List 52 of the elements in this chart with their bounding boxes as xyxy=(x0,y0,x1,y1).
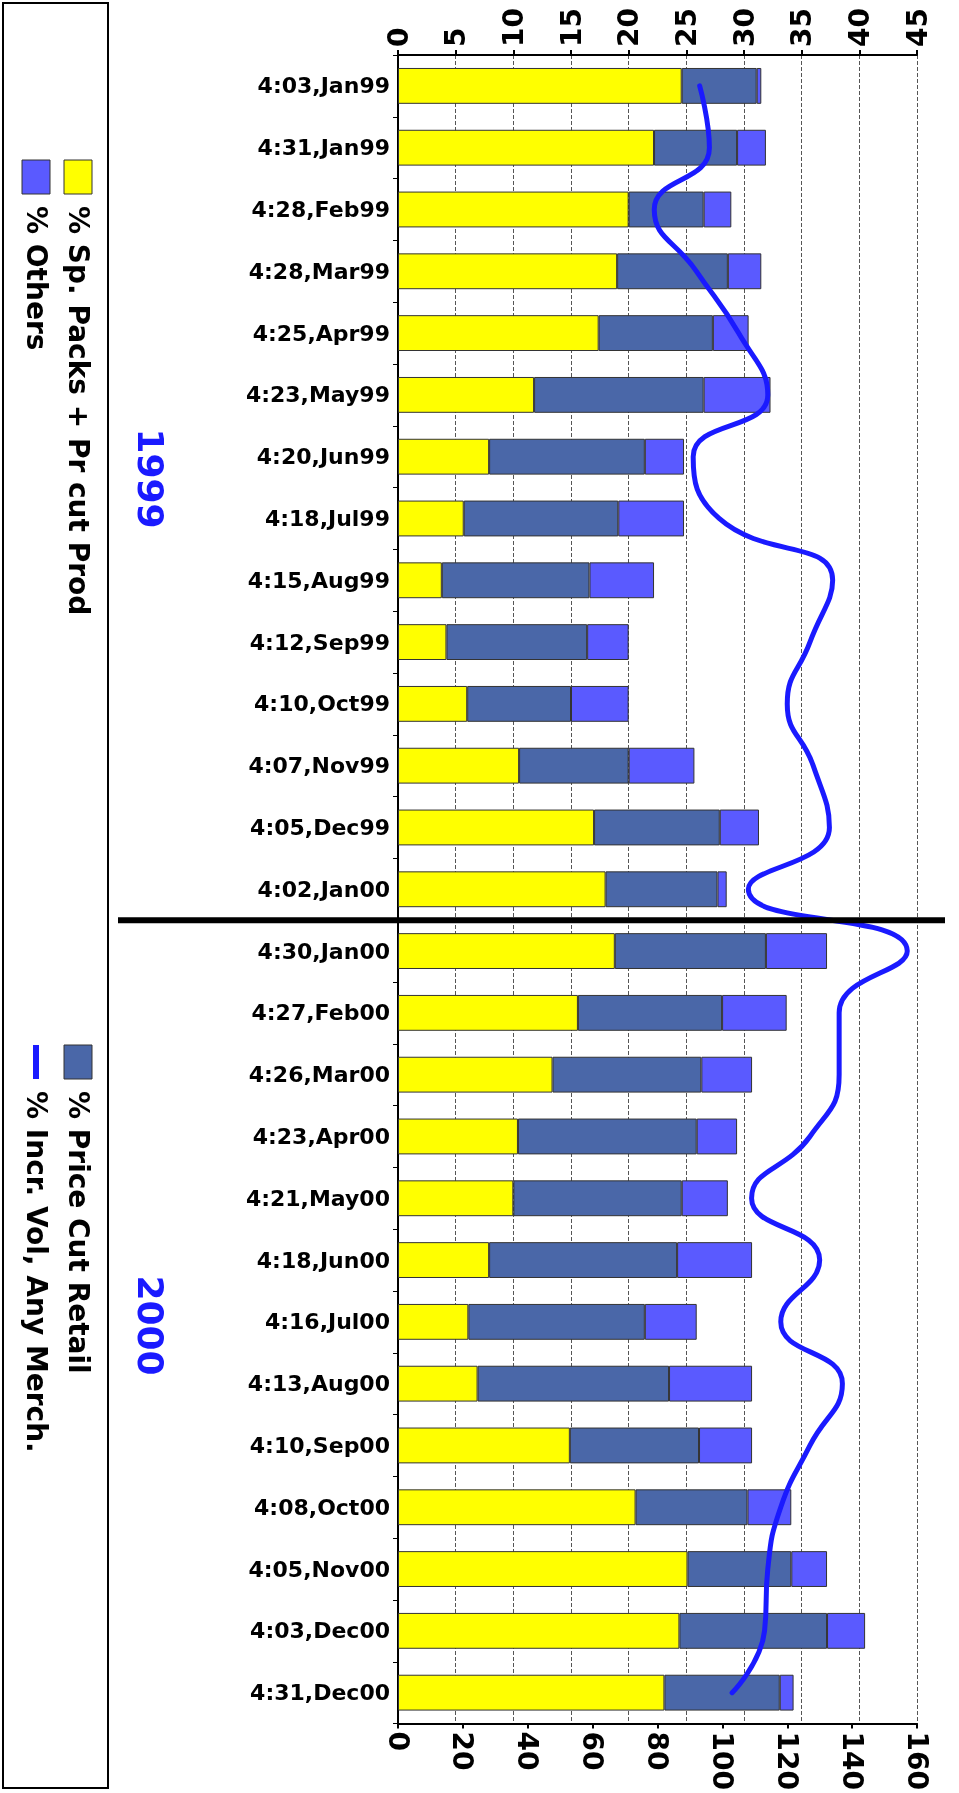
x2-tick-label: 30 xyxy=(727,8,761,47)
x-tick-label: 100 xyxy=(705,1731,739,1791)
y-tick-label: 4:10,Oct99 xyxy=(254,691,390,717)
x-tick-label: 60 xyxy=(576,1731,610,1771)
legend-label: % Others xyxy=(19,206,53,351)
y-tick-label: 4:23,Apr00 xyxy=(252,1123,390,1149)
y-tick-label: 4:03,Jan99 xyxy=(257,73,390,99)
y-tick-label: 4:08,Oct00 xyxy=(254,1494,390,1520)
y-tick-label: 4:28,Mar99 xyxy=(248,258,390,284)
x-tick-label: 20 xyxy=(446,1731,480,1771)
y-tick-label: 4:12,Sep99 xyxy=(249,629,390,655)
y-tick-label: 4:18,Jun00 xyxy=(256,1247,390,1273)
y-tick-label: 4:15,Aug99 xyxy=(247,567,390,593)
x2-tick-label: 35 xyxy=(785,8,819,47)
y-tick-label: 4:05,Nov00 xyxy=(248,1556,390,1582)
x2-tick-label: 0 xyxy=(381,27,415,47)
y-tick-label: 4:13,Aug00 xyxy=(247,1371,390,1397)
x2-tick-label: 10 xyxy=(496,8,530,47)
legend-label: % Sp. Packs + Pr cut Prod xyxy=(61,206,95,616)
legend-label: % Incr. Vol, Any Merch. xyxy=(19,1091,53,1453)
text: 2000 xyxy=(129,1275,171,1376)
x2-tick-label: 15 xyxy=(554,8,588,47)
y-tick-label: 4:30,Jan00 xyxy=(257,938,390,964)
legend-label: % Price Cut Retail xyxy=(61,1091,95,1374)
y-tick-label: 4:31,Dec00 xyxy=(250,1680,390,1706)
x-tick-label: 40 xyxy=(511,1731,545,1771)
x2-tick-label: 40 xyxy=(842,8,876,47)
y-tick-label: 4:20,Jun99 xyxy=(256,444,390,470)
y-tick-label: 4:28,Feb99 xyxy=(251,197,390,222)
x-tick-label: 0 xyxy=(381,1731,415,1752)
y-tick-label: 4:25,Apr99 xyxy=(252,320,390,346)
x2-tick-label: 5 xyxy=(439,27,473,47)
y-tick-label: 4:05,Dec99 xyxy=(250,814,390,840)
y-tick-label: 4:10,Sep00 xyxy=(249,1432,390,1458)
x2-tick-label: 25 xyxy=(669,8,703,47)
x-tick-label: 120 xyxy=(770,1731,804,1791)
y-tick-label: 4:03,Dec00 xyxy=(250,1618,390,1644)
y-tick-label: 4:27,Feb00 xyxy=(251,1000,390,1026)
x-tick-label: 160 xyxy=(900,1731,934,1791)
y-tick-label: 4:02,Jan00 xyxy=(257,876,390,902)
text: 1999 xyxy=(129,428,171,529)
y-tick-label: 4:23,May99 xyxy=(245,382,390,408)
y-tick-label: 4:07,Nov99 xyxy=(248,753,390,779)
y-tick-label: 4:31,Jan99 xyxy=(257,135,390,161)
y-tick-label: 4:21,May00 xyxy=(245,1185,390,1211)
x-tick-label: 140 xyxy=(835,1731,869,1791)
x-tick-label: 80 xyxy=(641,1731,674,1771)
x2-tick-label: 20 xyxy=(612,8,646,47)
x2-tick-label: 45 xyxy=(900,8,934,47)
y-tick-label: 4:18,Jul99 xyxy=(264,505,390,531)
y-tick-label: 4:16,Jul00 xyxy=(264,1309,390,1335)
y-tick-label: 4:26,Mar00 xyxy=(248,1062,390,1088)
